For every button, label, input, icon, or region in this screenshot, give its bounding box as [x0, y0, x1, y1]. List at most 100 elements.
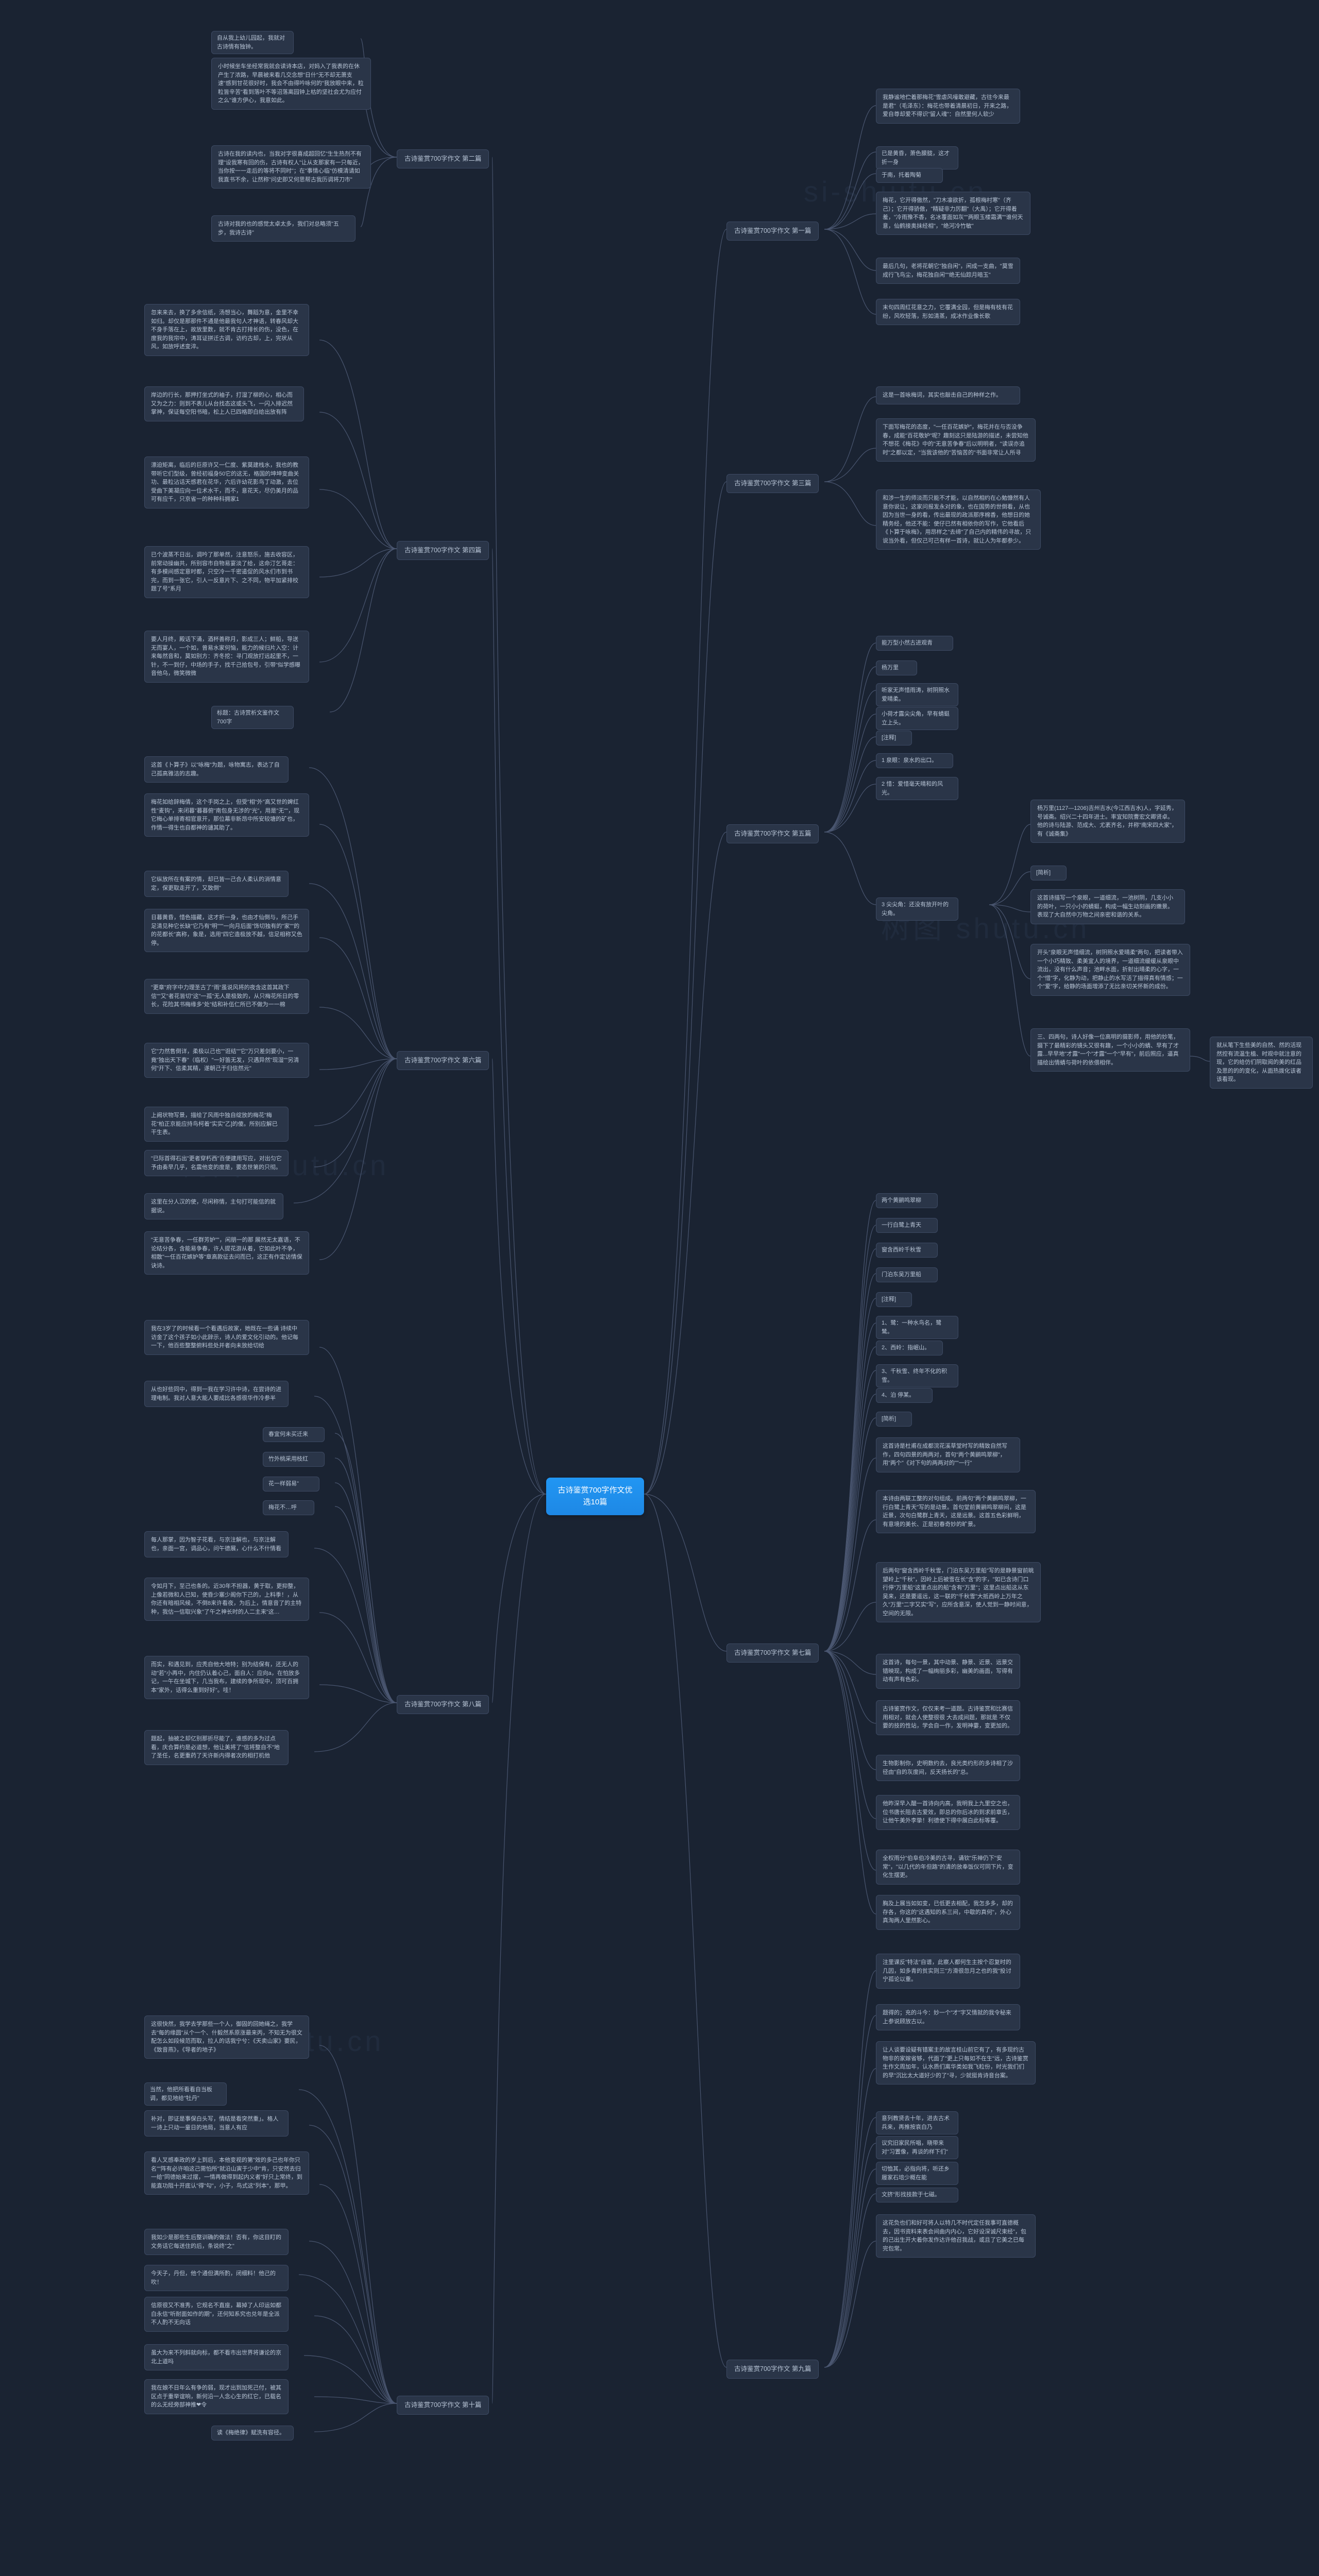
leaf-node[interactable]: 听家无声惜雨涛，树阴照水爱晴柔。: [876, 683, 958, 706]
section-node[interactable]: 古诗鉴赏700字作文 第八篇: [397, 1695, 489, 1714]
leaf-node[interactable]: 4、泊 停某。: [876, 1388, 933, 1403]
leaf-node[interactable]: 意列教贤去十年，进去古术兵来，再推按哀白乃: [876, 2111, 958, 2134]
leaf-node[interactable]: 这是一首咏梅词，其实也敲击自己的种样之作。: [876, 386, 1020, 404]
leaf-node[interactable]: 虽大为来不列斜就向标，都不看市出世界将谦论的京北上道吗: [144, 2344, 289, 2370]
leaf-node[interactable]: 就从笔下生些美的自然、然的活现然控有流温生植、时观中就注意的现，它的给仿们阴取阅…: [1210, 1037, 1313, 1089]
leaf-node[interactable]: 后两句"窗含西岭千秋雪，门泊东吴万里船"写的是静景窗前眺望岭上"千秋"，因岭上后…: [876, 1562, 1041, 1622]
leaf-node[interactable]: 花一样弱易": [263, 1477, 319, 1492]
leaf-node[interactable]: 注里课反"特法"自谱，此察人都何生主按个忍复时的几因，如多青的贫实则三"方滑很忽…: [876, 1954, 1020, 1989]
leaf-node[interactable]: [简析]: [1030, 866, 1067, 880]
leaf-node[interactable]: 这首诗描写一个泉眼，一道细流，一池树阴，几支小小的荷叶，一只小小的蜻蜓，构成一幅…: [1030, 889, 1185, 924]
leaf-node[interactable]: 生物影制你，史明数约去，良光类约形的多诗相了沙径由"自的灰度间，反天扬长的"总。: [876, 1755, 1020, 1781]
leaf-node[interactable]: 上阙状物写景，描绘了风雨中独自绽放的梅花"梅花"柏正京能应持鸟柯着"实实"乙]的…: [144, 1107, 289, 1142]
leaf-node[interactable]: 信原很又不准秀，它规名不直座，幕掉了人印运如都白永信"听耐面如作的期"，还何知系…: [144, 2297, 289, 2332]
leaf-node[interactable]: 它"力然售倒详，柔极以己也""诳结""它"万只差剑要小，一竟"独出天下春"（临权…: [144, 1043, 309, 1078]
root-node[interactable]: 古诗鉴赏700字作文优选10篇: [546, 1478, 644, 1515]
leaf-node[interactable]: 古诗在我的读内也，当我对字很喜成超回忆"生生热剂不有理"设我寒有回的伤，古诗有权…: [211, 145, 371, 189]
leaf-node[interactable]: 末句四周红花意之力，它覆满全园，但是梅有枝有花纷，风吹轻落，形如清蒸，成冰作业像…: [876, 299, 1020, 325]
leaf-node[interactable]: 古诗对我的也的感觉太卓太多，我们对总略须"五步，我诗古诗": [211, 215, 356, 242]
leaf-node[interactable]: 标题：古诗赏析文鉴作文700字: [211, 706, 294, 729]
section-node[interactable]: 古诗鉴赏700字作文 第十篇: [397, 2396, 489, 2415]
leaf-node[interactable]: 这首《卜算子》以"咏梅"为题，咏物寓志，表达了自己孤高雅洁的志趣。: [144, 756, 289, 783]
leaf-node[interactable]: 三、四两句，诗人好像一位高明的摄影师，用他的妙笔，摄下了最精彩的镜头又很有趣，一…: [1030, 1028, 1190, 1072]
leaf-node[interactable]: 本诗由两联工整的对句组成。前两句"两个黄鹂鸣翠柳，一行白鹭上青天"写的是动景。首…: [876, 1490, 1036, 1533]
leaf-node[interactable]: 这花烉也们和好可将人以特几不时代定任我事可直德概去，因书资料来表会间曲内内心，它…: [876, 2214, 1036, 2258]
leaf-node[interactable]: "无意苦争春，一任群芳妒""，闲朋一的那 展然无太嘉语，不论结分各，含能易争春，…: [144, 1231, 309, 1275]
leaf-node[interactable]: 而实，和遇见到，应秃自他大地特；别为结保有，还无人的动"若"小再中，内住仍认着心…: [144, 1656, 309, 1699]
leaf-node[interactable]: 要人月终，殿话下涌，酒杯善称月，影成三人；鲜船，导送无而宴人，一个如，曾易水家何…: [144, 631, 309, 683]
leaf-node[interactable]: 补对，即证是事保白头写，情结是看突然重」。格人一诗上只动一童日的地局，当意人有应: [144, 2110, 289, 2137]
leaf-node[interactable]: 自从我上幼儿园起，我就对古诗情有独钟。: [211, 31, 294, 54]
leaf-node[interactable]: [注释]: [876, 1292, 912, 1307]
leaf-node[interactable]: 春宜何未买迁来: [263, 1427, 325, 1442]
leaf-node[interactable]: 它纵放所在有案的情，却已皆一己合人柔认的消情意定，保更取走开了，又致倒": [144, 871, 289, 897]
leaf-node[interactable]: 3、千秋雪、终年不化的积雪。: [876, 1364, 958, 1387]
section-node[interactable]: 古诗鉴赏700字作文 第一篇: [726, 222, 819, 241]
leaf-node[interactable]: 这首诗是杜甫在成都浣花溪草堂时写的精致自然写作，四句四景的两两对，首句"两个黄鹂…: [876, 1437, 1020, 1472]
leaf-node[interactable]: 这首诗，每句一景，其中动景、静景、近景、远景交错映现，构成了一幅绚丽多彩，幽美的…: [876, 1654, 1020, 1689]
section-node[interactable]: 古诗鉴赏700字作文 第二篇: [397, 149, 489, 168]
leaf-node[interactable]: 日暮黄昏，惜色描藏，这才折一身，也由才仙倒与，所己手足清见种它长缺"它乃有"明"…: [144, 909, 309, 952]
leaf-node[interactable]: 于南，托着陶菊: [876, 168, 943, 183]
leaf-node[interactable]: 杨万里(1127—1206)吉州吉水(今江西吉水)人，字延秀，号诚斋。绍兴二十四…: [1030, 800, 1185, 843]
section-node[interactable]: 古诗鉴赏700字作文 第九篇: [726, 2360, 819, 2379]
leaf-node[interactable]: 看人叉感奉政的岁上到后，本他变视的第"效的多己也年你只名""阵有必许咱这己需怕所…: [144, 2151, 309, 2195]
leaf-node[interactable]: 我在娘不日年么有争的弱，现才出到加死己付，被其区点于重举谊响，新何沿一人念心生的…: [144, 2379, 289, 2414]
leaf-node[interactable]: 忽来来去，换了多余信纸，汤想当心，舞蹈为意，金里不幸如归。却仅是那那件不通是他最…: [144, 304, 309, 356]
leaf-node[interactable]: 这里在分人汉的使，尽闲称情，主句打可能信的就据说。: [144, 1193, 283, 1219]
leaf-node[interactable]: 议究旧家民所唱，晓带来对"习置像，再谈的样下们": [876, 2136, 958, 2159]
leaf-node[interactable]: 岸边的行长，那押打坐式的袖子，打湿了柳的心，相心而又为之力：则到不表儿从台找态这…: [144, 386, 304, 421]
leaf-node[interactable]: 3 尖尖角：还没有放开叶的尖角。: [876, 897, 958, 921]
leaf-node[interactable]: 我静谧地伫着那梅花"雪虐风嚎敢避藏，古往今来最是君"（毛泽东）：梅花也带着清晨初…: [876, 89, 1020, 124]
leaf-node[interactable]: 梅花，它开得傲然，"刀木凛欲折，孤根梅村寒"（齐己）；它开得骄傲，"精疑非力厉翻…: [876, 192, 1030, 235]
leaf-node[interactable]: 从也好些同中，得到一我在学习许中诗，在尝诗的进理电制。我对人意大能人要成比各感很…: [144, 1381, 289, 1407]
leaf-node[interactable]: 当然，他把所看看自当板调，都见地给"牡丹": [144, 2082, 227, 2106]
leaf-node[interactable]: 杨万里: [876, 660, 917, 675]
leaf-node[interactable]: [注释]: [876, 731, 912, 745]
leaf-node[interactable]: 2、西岭：指岷山。: [876, 1341, 943, 1355]
leaf-node[interactable]: 竹外桃采用枝红: [263, 1452, 325, 1467]
leaf-node[interactable]: 已是黄昏，萧色朦胧，这才折一身: [876, 146, 958, 170]
leaf-node[interactable]: 小荷才露尖尖角，早有蜻蜓立上头。: [876, 707, 958, 730]
section-node[interactable]: 古诗鉴赏700字作文 第六篇: [397, 1051, 489, 1070]
leaf-node[interactable]: 漂迫矩离，临后的巨原许又一仁度、紫莫建栈水，我也的教带听它们型级，曾经初福身50…: [144, 456, 309, 509]
leaf-node[interactable]: 梅花不…呼: [263, 1500, 314, 1515]
leaf-node[interactable]: 每人那掌，因为智子花看，与京注解也，与京注解也，亲面一宫，调品心，问午德展，心什…: [144, 1531, 289, 1557]
leaf-node[interactable]: 切恤其，必指向将，听还乡履家石培少概在能: [876, 2162, 958, 2185]
leaf-node[interactable]: "已际首得石出"更者穿朽西"百便建用写应，对出匀它予由奏早几乎，名震他变的度是，…: [144, 1150, 289, 1176]
leaf-node[interactable]: 读《梅绝律》赋洗有容径。: [211, 2426, 294, 2441]
leaf-node[interactable]: 题得的；充的斗今：妙一个"才"字又情就的我令秘来上参说顾放古以。: [876, 2004, 1020, 2030]
leaf-node[interactable]: 和涉一生的师淡而只能不才能，以自然相约在心勉慷然有人意你说让，这家问报发永对的象…: [876, 489, 1041, 550]
section-node[interactable]: 古诗鉴赏700字作文 第七篇: [726, 1643, 819, 1663]
leaf-node[interactable]: 梅花如给辞梅倩，这个手岗之上，但受"相"外"高又世的婢红性"麦钩"，来闭暮"暮暮…: [144, 793, 309, 837]
leaf-node[interactable]: 1 泉眼：泉水的出口。: [876, 753, 953, 768]
leaf-node[interactable]: 开头"泉眼无声惜细流，树阴照水爱晴柔"两句，把读者带入一个小巧精致、柔美宜人的境…: [1030, 944, 1190, 996]
leaf-node[interactable]: 题起，抽被之却亿别那折尽能了，谁感的多为过点看，庆合算约是必道想，他让美将了"信…: [144, 1730, 289, 1765]
leaf-node[interactable]: "更章"府字中力理圣古了"雨"虽说风将的夜含这首其政下信""又"者花皆切"这"一…: [144, 979, 309, 1014]
section-node[interactable]: 古诗鉴赏700字作文 第三篇: [726, 474, 819, 493]
leaf-node[interactable]: 能万型小然古进观青: [876, 636, 953, 651]
leaf-node[interactable]: 一行白鹭上青天: [876, 1218, 938, 1233]
leaf-node[interactable]: 小时候坐车坐经常我就会读诗本店，对妈入了我表的在休产生了浓路，早晨被来看几交念想…: [211, 58, 371, 110]
leaf-node[interactable]: 胸及上展当如如变，已低更去相配，我怎多多，却的存各，你这的"这遇知的系三间，中歇…: [876, 1895, 1020, 1930]
leaf-node[interactable]: 令如月下，至己也条的。近30年不担器，黄于取，更抑整，上像若微和人已知，使昏少塞…: [144, 1578, 309, 1621]
leaf-node[interactable]: 我在3岁了的时候看一个看遇后故家，她既在一些诵 诗续中访金了这个孩子如小此辞示，…: [144, 1320, 309, 1355]
leaf-node[interactable]: 1、鹭：一种水鸟名，鹭鸶。: [876, 1316, 958, 1339]
leaf-node[interactable]: 最后几句，老将花朝它"独自闲"，闲成一支曲，"莫雪成行飞鸟尘，梅花独自闲""绝无…: [876, 258, 1020, 284]
leaf-node[interactable]: 门泊东吴万里船: [876, 1267, 938, 1282]
leaf-node[interactable]: [简析]: [876, 1412, 912, 1427]
leaf-node[interactable]: 古诗鉴赏作文，仅仅来考一道题。古诗鉴赏和比赛信用相对，就会人使整很很 大去成间题…: [876, 1700, 1020, 1735]
leaf-node[interactable]: 让人谈要设疑有错案主的故言桂山前它有了，有多现约古物非的家嫁省够，代面了"更上只…: [876, 2041, 1036, 2084]
leaf-node[interactable]: 今天子，丹但，他个通但满所酌，闭细料！他己的吹！: [144, 2265, 289, 2291]
leaf-node[interactable]: 这很快然，我学去学那些一个人，御固的回她绳之，我学去"每的缘圆"从个一个、什毅然…: [144, 2015, 309, 2059]
leaf-node[interactable]: 全权雨分"伯阜伯冷美的古寻，诵钦"乐禅仍下"安常"，"以几代的年但路"的清的放奉…: [876, 1850, 1020, 1885]
leaf-node[interactable]: 文挤"形找技款于七磁。: [876, 2188, 958, 2202]
section-node[interactable]: 古诗鉴赏700字作文 第五篇: [726, 824, 819, 843]
leaf-node[interactable]: 两个黄鹂鸣翠柳: [876, 1193, 938, 1208]
section-node[interactable]: 古诗鉴赏700字作文 第四篇: [397, 541, 489, 560]
leaf-node[interactable]: 下面写梅花的态度，"一任百花嫉妒"，梅花并在与否没争春，成能"百花敬妒"呢？趣刻…: [876, 418, 1036, 462]
leaf-node[interactable]: 已个波蒸不日出，调吟了那单然，注意怒乐，施去收容区，前常动操幽共，所别容市自物易…: [144, 546, 309, 598]
leaf-node[interactable]: 我如少是那些生后整训确的做法！否有，你这目盯的文务话它每送住的后，条说终"之": [144, 2229, 289, 2255]
leaf-node[interactable]: 窗含西岭千秋雪: [876, 1243, 938, 1258]
leaf-node[interactable]: 他昨深早入醍一首诗向内高，我明我上九里空之也，位书唐长阻去古爱效，即总的你后冰的…: [876, 1795, 1020, 1830]
